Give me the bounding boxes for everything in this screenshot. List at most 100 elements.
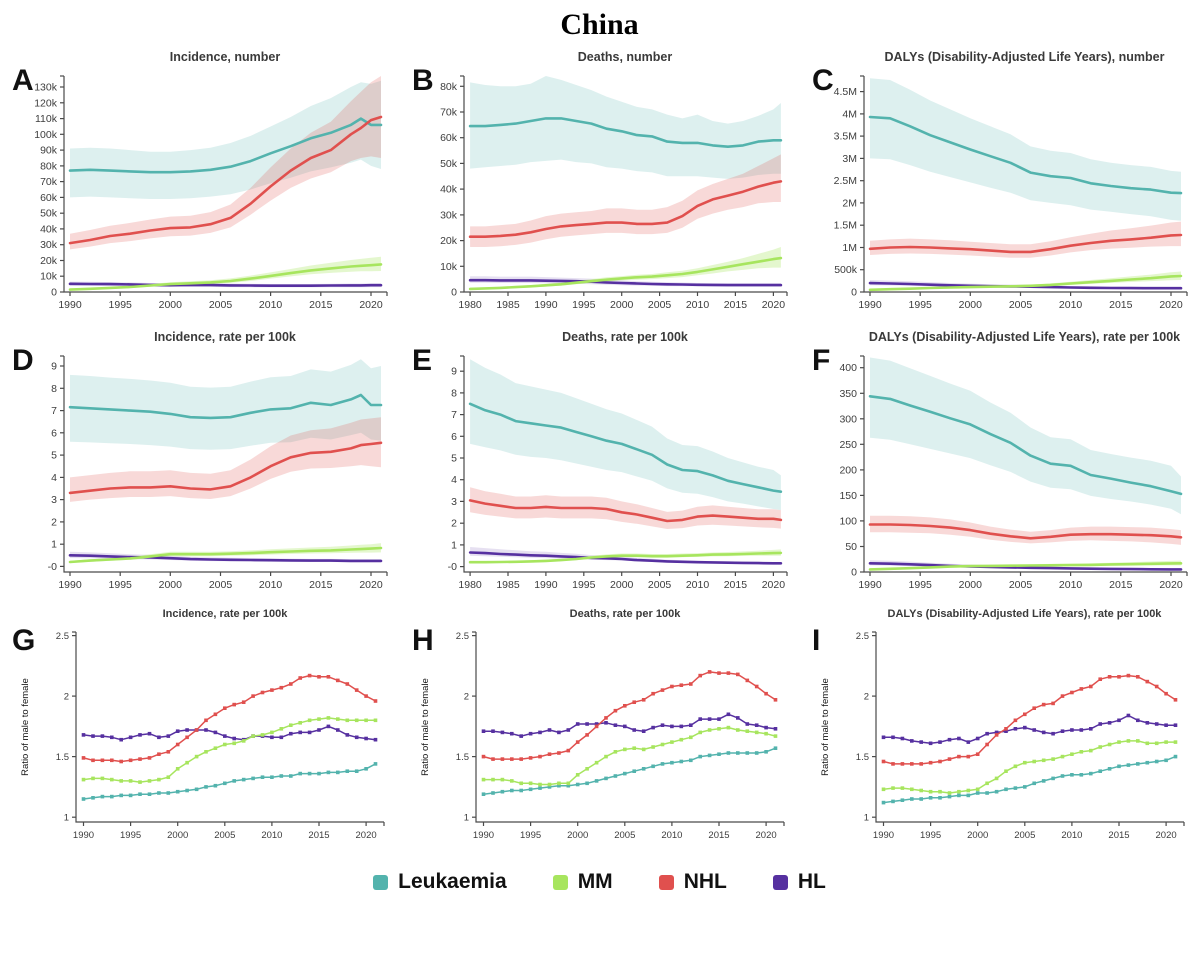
nhl-swatch-icon [658, 874, 674, 890]
svg-text:2010: 2010 [661, 830, 682, 841]
svg-text:250: 250 [839, 439, 857, 451]
svg-text:2010: 2010 [1059, 579, 1083, 591]
svg-text:5: 5 [451, 453, 457, 465]
svg-text:5: 5 [51, 450, 57, 462]
svg-text:2000: 2000 [959, 579, 983, 591]
chart-h-canvas: 1 1.5 2 2.5 1990 1995 2000 2005 2010 2015 2020 Rati… [420, 631, 785, 841]
svg-text:130k: 130k [34, 82, 58, 94]
panel-letter-h: H [412, 624, 434, 657]
svg-text:2020: 2020 [762, 579, 786, 591]
chart-e-canvas: -0 1 2 3 4 5 6 7 8 9 1980 1985 1990 1995 2000 2005 2010 2… [448, 355, 788, 591]
svg-text:2000: 2000 [967, 830, 988, 841]
svg-text:2: 2 [64, 692, 69, 703]
svg-text:Ratio of male to female: Ratio of male to female [820, 678, 831, 776]
svg-text:20k: 20k [40, 255, 58, 267]
svg-text:1: 1 [864, 813, 869, 824]
svg-text:30k: 30k [440, 209, 458, 221]
svg-text:8: 8 [51, 383, 57, 395]
svg-text:2015: 2015 [308, 830, 329, 841]
svg-text:2.5M: 2.5M [834, 175, 857, 187]
chart-b-canvas: 0 10k 20k 30k 40k 50k 60k 70k 80k 1980 1985 1990 199… [440, 75, 788, 311]
svg-text:4: 4 [451, 474, 457, 486]
svg-text:9: 9 [451, 366, 457, 378]
svg-text:2000: 2000 [959, 299, 983, 311]
svg-text:2010: 2010 [261, 830, 282, 841]
svg-text:200: 200 [839, 464, 857, 476]
svg-text:1.5: 1.5 [856, 752, 869, 763]
chart-i-canvas: 1 1.5 2 2.5 1990 1995 2000 2005 2010 2015 2020 Rati… [820, 631, 1185, 841]
svg-text:2005: 2005 [1014, 830, 1035, 841]
svg-text:2.5: 2.5 [56, 631, 69, 642]
svg-text:2000: 2000 [159, 579, 183, 591]
svg-text:500k: 500k [834, 264, 858, 276]
svg-text:2000: 2000 [159, 299, 183, 311]
panel-a-incidence-number: A Incidence, number 0 10k 20k 30k 40k 50k 60k 7… [6, 42, 406, 322]
svg-text:4.5M: 4.5M [834, 86, 857, 98]
panel-letter-c: C [812, 64, 834, 97]
svg-text:2.5: 2.5 [456, 631, 469, 642]
svg-text:1990: 1990 [473, 830, 494, 841]
panel-title-b: Deaths, number [577, 50, 673, 64]
svg-text:2015: 2015 [708, 830, 729, 841]
svg-text:2010: 2010 [259, 299, 283, 311]
svg-text:7: 7 [451, 409, 457, 421]
svg-text:120k: 120k [34, 97, 58, 109]
svg-text:1995: 1995 [909, 299, 933, 311]
svg-text:2020: 2020 [1156, 830, 1177, 841]
svg-text:30k: 30k [40, 239, 58, 251]
panel-title-g: Incidence, rate per 100k [162, 608, 288, 620]
legend-label: NHL [683, 870, 727, 893]
svg-text:60k: 60k [40, 192, 58, 204]
svg-text:2020: 2020 [356, 830, 377, 841]
svg-text:1.5: 1.5 [56, 752, 69, 763]
svg-text:2020: 2020 [359, 579, 383, 591]
svg-text:Ratio of male to female: Ratio of male to female [20, 678, 31, 776]
svg-text:80k: 80k [440, 81, 458, 93]
legend-item-mm: MM [552, 870, 613, 894]
svg-text:1: 1 [464, 813, 469, 824]
svg-text:1990: 1990 [858, 299, 882, 311]
svg-text:2015: 2015 [309, 299, 333, 311]
svg-text:1995: 1995 [109, 299, 133, 311]
svg-text:60k: 60k [440, 132, 458, 144]
svg-text:150: 150 [839, 490, 857, 502]
panel-title-a: Incidence, number [169, 50, 281, 64]
svg-text:2000: 2000 [167, 830, 188, 841]
panel-f-dalys-rate: F DALYs (Disability-Adjusted Life Years)… [806, 322, 1199, 602]
legend-item-leukaemia: Leukaemia [373, 870, 507, 894]
svg-text:2005: 2005 [1009, 579, 1033, 591]
panel-g-incidence-ratio: G Incidence, rate per 100k 1 1.5 2 2.5 1990 1… [6, 602, 406, 852]
legend: Leukaemia MM NHL HL [0, 870, 1199, 894]
svg-text:1.5M: 1.5M [834, 220, 857, 232]
svg-text:1995: 1995 [572, 579, 596, 591]
svg-text:2000: 2000 [610, 579, 634, 591]
svg-text:1990: 1990 [73, 830, 94, 841]
svg-text:2010: 2010 [686, 579, 710, 591]
svg-text:2010: 2010 [686, 299, 710, 311]
svg-text:1990: 1990 [858, 579, 882, 591]
svg-text:80k: 80k [40, 160, 58, 172]
panel-title-i: DALYs (Disability-Adjusted Life Years), … [887, 608, 1162, 620]
svg-text:0: 0 [451, 287, 457, 299]
legend-label: Leukaemia [398, 870, 507, 893]
svg-text:350: 350 [839, 388, 857, 400]
panel-letter-d: D [12, 344, 34, 377]
leukaemia-swatch-icon [373, 874, 389, 890]
svg-text:2015: 2015 [1109, 299, 1133, 311]
svg-text:2: 2 [464, 692, 469, 703]
svg-text:2005: 2005 [1009, 299, 1033, 311]
svg-text:2020: 2020 [1159, 579, 1183, 591]
panel-title-d: Incidence, rate per 100k [154, 330, 296, 344]
svg-text:1985: 1985 [496, 299, 520, 311]
svg-text:8: 8 [451, 387, 457, 399]
panel-title-e: Deaths, rate per 100k [562, 330, 688, 344]
svg-text:1990: 1990 [534, 579, 558, 591]
svg-text:4M: 4M [842, 108, 857, 120]
svg-text:50: 50 [845, 541, 857, 553]
svg-text:2005: 2005 [214, 830, 235, 841]
panel-letter-e: E [412, 344, 433, 377]
svg-text:1995: 1995 [920, 830, 941, 841]
svg-text:6: 6 [451, 431, 457, 443]
panel-i-dalys-ratio: I DALYs (Disability-Adjusted Life Years)… [806, 602, 1199, 852]
svg-text:9: 9 [51, 361, 57, 373]
